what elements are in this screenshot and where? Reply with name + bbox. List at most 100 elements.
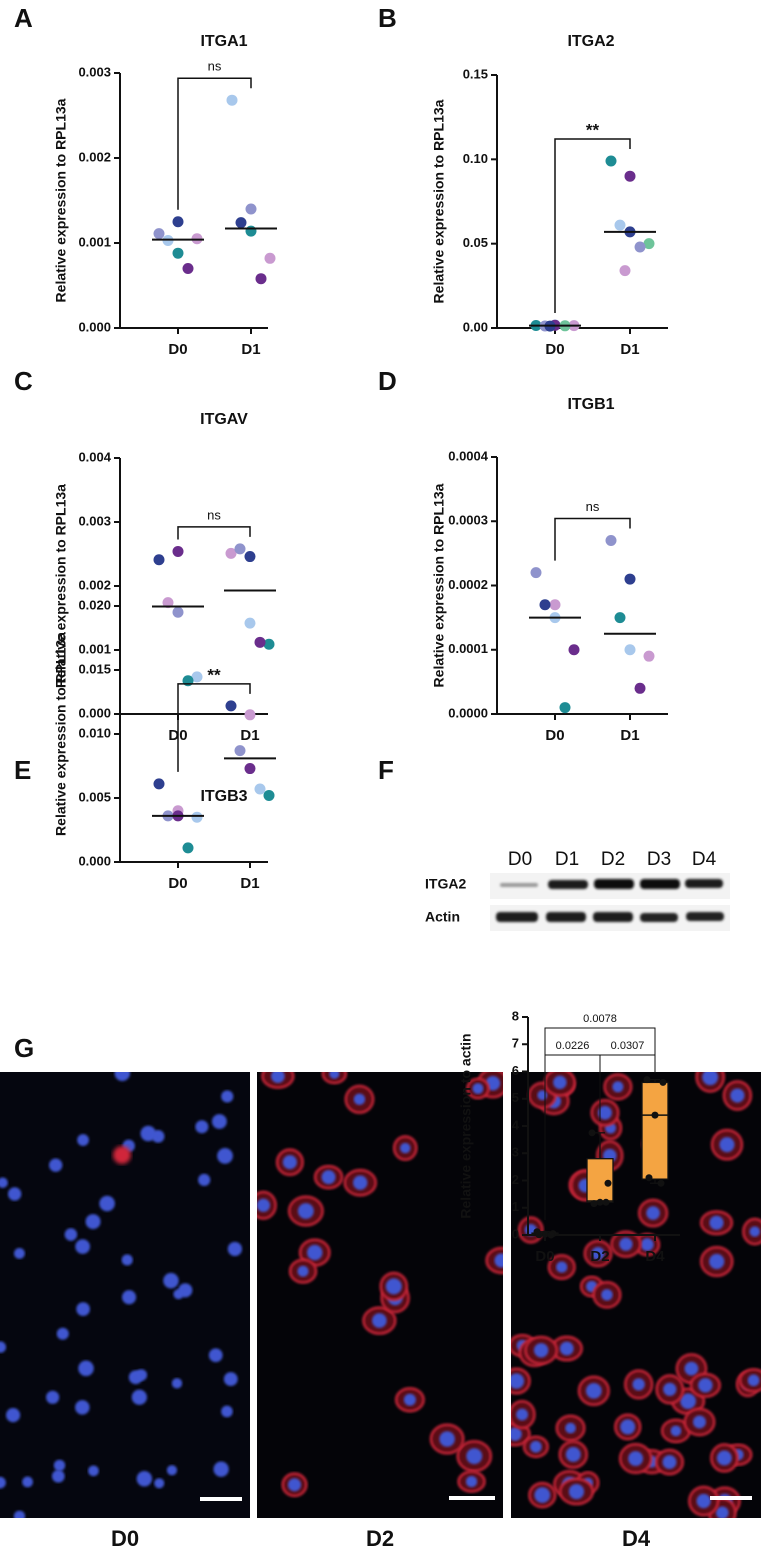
chart-title: ITGAV xyxy=(200,411,248,428)
data-point xyxy=(602,1198,610,1206)
nucleus xyxy=(553,1075,567,1090)
nucleus xyxy=(163,1272,179,1289)
nucleus xyxy=(385,1278,402,1295)
data-point xyxy=(225,547,237,559)
nucleus xyxy=(716,1450,732,1466)
nucleus xyxy=(747,1374,760,1387)
panel-letter: A xyxy=(14,3,33,33)
data-point xyxy=(559,702,571,714)
data-point xyxy=(235,217,247,229)
y-tick-label: 0.002 xyxy=(78,577,111,592)
significance-bracket xyxy=(177,77,252,210)
nucleus xyxy=(53,1459,66,1472)
nucleus xyxy=(680,1393,696,1410)
nucleus xyxy=(670,1425,682,1437)
y-tick-label: 0.002 xyxy=(78,149,111,164)
y-tick-label: 0.0000 xyxy=(448,705,488,720)
band xyxy=(500,883,538,887)
band xyxy=(640,879,680,889)
data-point xyxy=(643,1076,651,1084)
nucleus xyxy=(530,1440,542,1453)
data-point xyxy=(643,650,655,662)
x-tick-label: D1 xyxy=(620,341,639,358)
panel-letter: B xyxy=(378,3,397,33)
y-axis-label: Relative expression to RPL13a xyxy=(431,483,447,687)
nucleus xyxy=(494,1253,503,1268)
data-point xyxy=(605,535,617,547)
lane-label: D0 xyxy=(508,849,532,870)
nucleus xyxy=(598,1105,612,1120)
data-point xyxy=(264,252,276,264)
nucleus xyxy=(51,1469,65,1483)
y-tick-label: 6 xyxy=(512,1063,519,1078)
band xyxy=(640,913,678,922)
y-tick-label: 0.020 xyxy=(78,597,111,612)
data-point xyxy=(172,216,184,228)
nucleus xyxy=(663,1382,677,1396)
micrograph xyxy=(511,1072,761,1518)
nucleus xyxy=(287,1478,302,1492)
data-point xyxy=(182,263,194,274)
data-point xyxy=(172,606,184,618)
y-tick-label: 0.00 xyxy=(463,319,488,334)
data-point xyxy=(172,545,184,557)
significance-label: ns xyxy=(586,499,600,514)
nucleus xyxy=(140,1125,156,1142)
y-tick-label: 0.003 xyxy=(78,64,111,79)
nucleus xyxy=(353,1093,366,1105)
x-tick-label: D0 xyxy=(545,341,564,358)
significance-label: ** xyxy=(586,121,600,140)
micrograph-label: D4 xyxy=(622,1526,651,1551)
x-tick-label: D2 xyxy=(590,1248,609,1265)
nucleus xyxy=(49,1158,63,1172)
nucleus xyxy=(135,1369,148,1381)
y-tick-label: 2 xyxy=(512,1172,519,1187)
blot-row-label: ITGA2 xyxy=(425,876,466,892)
y-tick-label: 0.05 xyxy=(463,235,488,250)
data-point xyxy=(255,273,267,285)
data-point xyxy=(605,155,617,167)
data-point xyxy=(244,551,256,563)
data-point xyxy=(162,597,174,609)
nucleus xyxy=(0,1177,8,1188)
data-point xyxy=(624,644,636,656)
nucleus xyxy=(257,1198,271,1212)
nucleus xyxy=(568,1483,585,1500)
data-point xyxy=(244,763,256,775)
data-point xyxy=(643,238,655,250)
nucleus xyxy=(511,1373,525,1389)
data-point xyxy=(624,170,636,182)
nucleus xyxy=(565,1422,576,1434)
data-point xyxy=(263,638,275,650)
nucleus xyxy=(556,1261,568,1273)
nucleus xyxy=(628,1451,644,1467)
data-point xyxy=(244,709,256,721)
box xyxy=(641,1081,669,1180)
data-point xyxy=(588,1129,596,1137)
significance-bracket xyxy=(177,526,251,540)
significance-label: ** xyxy=(207,665,221,684)
nucleus xyxy=(217,1148,233,1164)
nucleus xyxy=(693,1415,706,1429)
chart-title: ITGA1 xyxy=(200,33,247,50)
nucleus xyxy=(620,1419,636,1435)
nucleus xyxy=(612,1081,624,1093)
band xyxy=(496,912,538,922)
blot-row-label: Actin xyxy=(425,909,460,925)
micrograph-label: D2 xyxy=(366,1526,394,1551)
nucleus xyxy=(5,1408,21,1423)
nucleus xyxy=(591,1247,605,1261)
data-point xyxy=(191,671,203,683)
nucleus xyxy=(730,1088,745,1103)
y-axis-label: Relative expression to RPL13a xyxy=(53,632,69,836)
panel-letter: E xyxy=(14,755,31,785)
data-point xyxy=(651,1111,659,1119)
nucleus xyxy=(227,1241,243,1257)
y-tick-label: 1 xyxy=(512,1199,519,1214)
y-tick-label: 0 xyxy=(512,1226,519,1241)
nucleus xyxy=(709,1215,724,1230)
nucleus xyxy=(719,1137,735,1153)
y-tick-label: 0.000 xyxy=(78,319,111,334)
scale-bar xyxy=(200,1497,242,1501)
nucleus xyxy=(208,1348,223,1363)
